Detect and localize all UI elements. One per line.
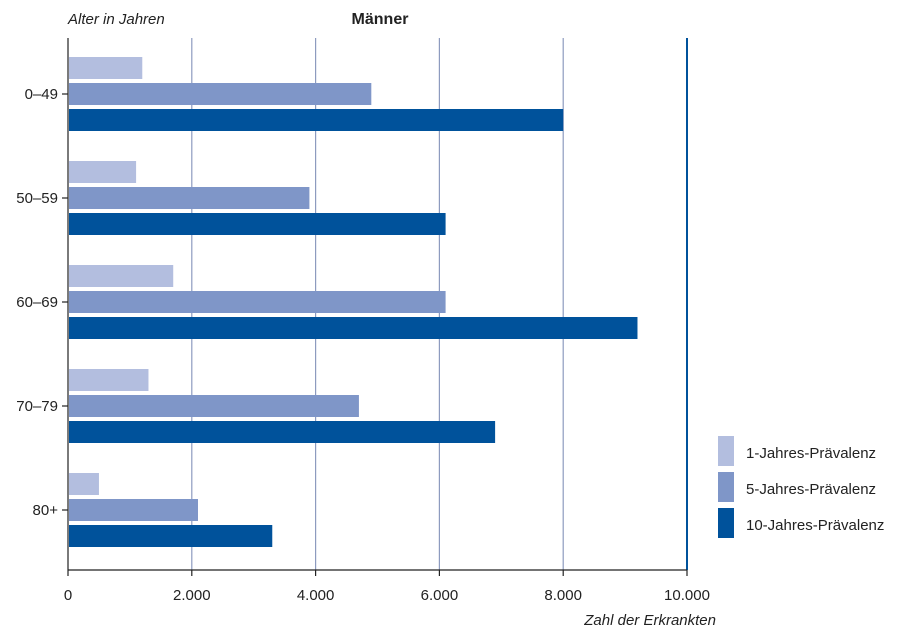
bar-50–59-10-Jahres-Prävalenz xyxy=(69,213,446,235)
bar-0–49-1-Jahres-Prävalenz xyxy=(69,57,143,79)
bar-50–59-5-Jahres-Prävalenz xyxy=(69,187,310,209)
axes xyxy=(62,38,688,576)
bar-0–49-5-Jahres-Prävalenz xyxy=(69,83,372,105)
x-tick-label: 4.000 xyxy=(297,587,335,604)
legend-label: 1-Jahres-Prävalenz xyxy=(746,445,876,462)
x-tick-label: 6.000 xyxy=(421,587,459,604)
y-category-label: 60–69 xyxy=(16,294,58,311)
bar-50–59-1-Jahres-Prävalenz xyxy=(69,161,137,183)
bar-0–49-10-Jahres-Prävalenz xyxy=(69,109,564,131)
bar-80+-5-Jahres-Prävalenz xyxy=(69,499,198,521)
bars xyxy=(69,57,638,547)
y-category-label: 0–49 xyxy=(25,86,58,103)
legend: 1-Jahres-Prävalenz 5-Jahres-Prävalenz 10-J… xyxy=(718,436,884,538)
bar-70–79-10-Jahres-Prävalenz xyxy=(69,421,496,443)
x-tick-label: 10.000 xyxy=(664,587,710,604)
y-category-label: 80+ xyxy=(33,502,59,519)
bar-70–79-5-Jahres-Prävalenz xyxy=(69,395,359,417)
x-tick-label: 2.000 xyxy=(173,587,211,604)
y-category-label: 70–79 xyxy=(16,398,58,415)
x-tick-label: 0 xyxy=(64,587,72,604)
tick-labels: 0 2.000 4.000 6.000 8.000 10.000 0–49 50–59 60–6… xyxy=(16,86,710,604)
x-tick-label: 8.000 xyxy=(544,587,582,604)
bar-60–69-1-Jahres-Prävalenz xyxy=(69,265,174,287)
bar-60–69-10-Jahres-Prävalenz xyxy=(69,317,638,339)
legend-label: 10-Jahres-Prävalenz xyxy=(746,517,884,534)
y-axis-label: Alter in Jahren xyxy=(67,11,165,28)
x-axis-label: Zahl der Erkrankten xyxy=(583,612,716,629)
chart-title: Männer xyxy=(352,11,409,28)
legend-label: 5-Jahres-Prävalenz xyxy=(746,481,876,498)
legend-swatch xyxy=(718,472,734,502)
bar-60–69-5-Jahres-Prävalenz xyxy=(69,291,446,313)
legend-swatch xyxy=(718,508,734,538)
bar-70–79-1-Jahres-Prävalenz xyxy=(69,369,149,391)
bar-80+-10-Jahres-Prävalenz xyxy=(69,525,273,547)
bar-80+-1-Jahres-Prävalenz xyxy=(69,473,99,495)
legend-swatch xyxy=(718,436,734,466)
y-category-label: 50–59 xyxy=(16,190,58,207)
